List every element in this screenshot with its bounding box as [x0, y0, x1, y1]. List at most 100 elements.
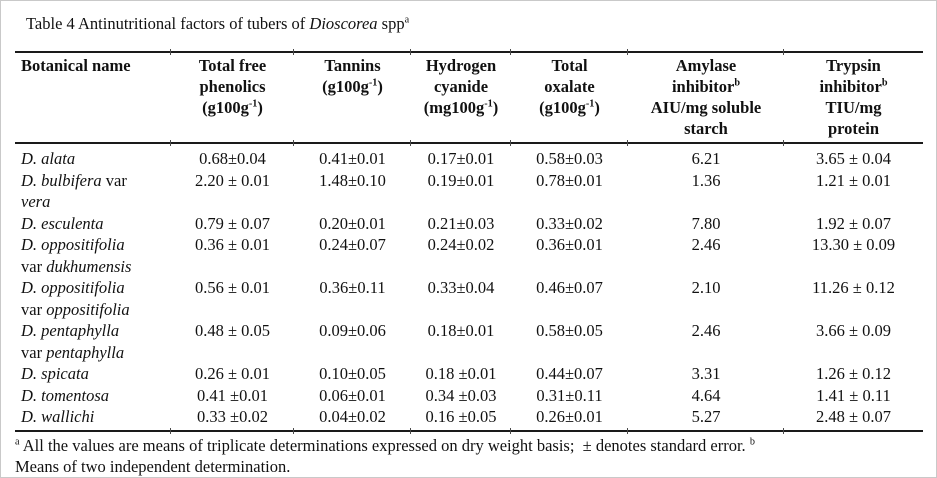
botanical-name-cell: D. pentaphylla var pentaphylla [15, 320, 171, 363]
value-cell: 0.33±0.04 [427, 278, 495, 297]
text-segment: phenolics [199, 77, 266, 96]
antinutritional-factors-table: Botanical name Total free phenolics (g100g-… [15, 49, 923, 433]
text-segment: Botanical name [21, 56, 131, 75]
text-segment: oxalate [544, 77, 595, 96]
table-row: D. alata 0.68±0.04 0.41±0.01 0.17±0.01 0.58±… [15, 144, 923, 170]
value-cell: 0.17±0.01 [427, 149, 495, 168]
value-cell: 4.64 [691, 385, 721, 405]
text-segment: Hydrogen [425, 56, 497, 75]
value-cell: 5.27 [627, 406, 784, 433]
text-segment: starch [684, 119, 728, 138]
value-cell: 11.26 ± 0.12 [812, 278, 895, 297]
text-segment: var [105, 170, 127, 190]
value-cell: 0.26±0.01 [510, 406, 628, 433]
header-row: Botanical name Total free phenolics (g100g-… [15, 49, 923, 146]
value-cell: 3.66 ± 0.09 [815, 321, 892, 340]
text-segment: TIU/mg [825, 98, 882, 117]
botanical-name-cell: D. oppositifolia var oppositifolia [15, 277, 171, 320]
text-segment: ) [377, 77, 383, 96]
value-cell: 0.58±0.03 [536, 149, 603, 168]
table-row: D. spicata 0.26 ± 0.01 0.10±0.05 0.18 ±0.01… [15, 363, 923, 385]
value-cell: 0.58±0.05 [536, 321, 603, 340]
value-cell: 1.92 ± 0.07 [815, 213, 892, 233]
text-segment: pentaphylla [46, 342, 125, 362]
value-cell: 0.48 ± 0.05 [194, 321, 271, 340]
value-cell: 0.20±0.01 [319, 213, 386, 233]
value-cell: 0.34 ±0.03 [425, 385, 497, 405]
text-segment: D. tomentosa [21, 385, 109, 405]
value-cell: 0.36 ± 0.01 [194, 235, 271, 254]
value-cell: 7.80 [691, 213, 721, 233]
value-cell: 0.24±0.02 [427, 235, 495, 254]
value-cell: 0.79 ± 0.07 [194, 213, 271, 233]
table-body: D. alata 0.68±0.04 0.41±0.01 0.17±0.01 0.58±… [15, 144, 923, 433]
text-segment: Dioscorea [309, 14, 378, 33]
text-segment: ) [594, 98, 600, 117]
text-segment: var [21, 342, 47, 362]
value-cell: 6.21 [691, 149, 721, 168]
text-segment: ) [492, 98, 499, 117]
botanical-name-cell: D. wallichi [15, 406, 171, 432]
column-header: Total oxalate (g100g-1) [510, 49, 628, 146]
text-segment: AIU/mg soluble [650, 98, 762, 117]
text-segment: Amylase [675, 56, 737, 75]
value-cell: 0.44±0.07 [536, 364, 603, 383]
column-header: Total free phenolics (g100g-1) [170, 49, 294, 146]
botanical-name-cell: D. alata [15, 144, 171, 170]
value-cell: 0.33±0.02 [536, 213, 603, 233]
text-segment: D. wallichi [21, 407, 95, 426]
text-segment: D. alata [21, 149, 76, 168]
value-cell: 3.31 [691, 364, 721, 383]
text-segment: oppositifolia [46, 299, 130, 319]
value-cell: 0.24±0.07 [319, 235, 386, 254]
value-cell: 0.19±0.01 [427, 170, 495, 190]
text-segment: Trypsin [826, 56, 881, 75]
text-segment: D. oppositifolia [21, 278, 125, 297]
text-segment: b [749, 436, 755, 447]
column-header: Tannins (g100g-1) [293, 49, 411, 146]
text-segment: var [21, 299, 47, 319]
value-cell: 0.33 ±0.02 [170, 406, 294, 433]
text-segment: b [881, 77, 888, 89]
value-cell: 0.31±0.11 [536, 385, 603, 405]
text-segment: All the values are means of triplicate d… [19, 435, 750, 455]
text-segment: Means of two independent determination. [15, 456, 291, 476]
botanical-name-cell: D. esculenta [15, 213, 171, 235]
value-cell: 0.09±0.06 [319, 321, 386, 340]
value-cell: 1.26 ± 0.12 [815, 364, 892, 383]
text-segment: vera [21, 192, 51, 211]
value-cell: 0.21±0.03 [427, 213, 495, 233]
text-segment: Total [551, 56, 588, 75]
value-cell: 0.56 ± 0.01 [194, 278, 271, 297]
text-segment: cyanide [433, 77, 489, 96]
text-segment: inhibitor [819, 77, 882, 96]
table-row: D. esculenta 0.79 ± 0.07 0.20±0.01 0.21±0.0… [15, 213, 923, 235]
text-segment: (g100g [202, 98, 249, 117]
botanical-name-cell: D. spicata [15, 363, 171, 385]
text-segment: (g100g [322, 77, 369, 96]
column-header: Trypsin inhibitorb TIU/mg protein [783, 49, 923, 146]
text-segment: inhibitor [671, 77, 735, 96]
value-cell: 2.46 [691, 235, 721, 254]
value-cell: 0.41±0.01 [319, 149, 386, 168]
table-row: D. bulbifera var vera 2.20 ± 0.01 1.48±0.10… [15, 170, 923, 213]
botanical-name-cell: D. oppositifolia var dukhumensis [15, 234, 171, 277]
text-segment: D. spicata [21, 364, 89, 383]
column-header: Hydrogen cyanide (mg100g-1) [410, 49, 511, 146]
table-row: D. oppositifolia var dukhumensis 0.36 ± 0.… [15, 234, 923, 277]
value-cell: 2.46 [691, 321, 721, 340]
value-cell: 0.68±0.04 [199, 149, 266, 168]
text-segment: dukhumensis [46, 256, 132, 276]
text-segment: D. oppositifolia [21, 235, 125, 254]
value-cell: 0.46±0.07 [536, 278, 603, 297]
text-segment: spp [377, 14, 405, 33]
botanical-name-cell: D. bulbifera var vera [15, 170, 171, 213]
text-segment: -1 [484, 98, 493, 110]
value-cell: 3.65 ± 0.04 [815, 149, 892, 168]
value-cell: 0.36±0.11 [319, 278, 386, 297]
value-cell: 0.36±0.01 [536, 235, 603, 254]
text-segment: Table 4 Antinutritional factors of tuber… [26, 14, 310, 33]
text-segment: ) [257, 98, 263, 117]
text-segment: -1 [585, 98, 595, 110]
